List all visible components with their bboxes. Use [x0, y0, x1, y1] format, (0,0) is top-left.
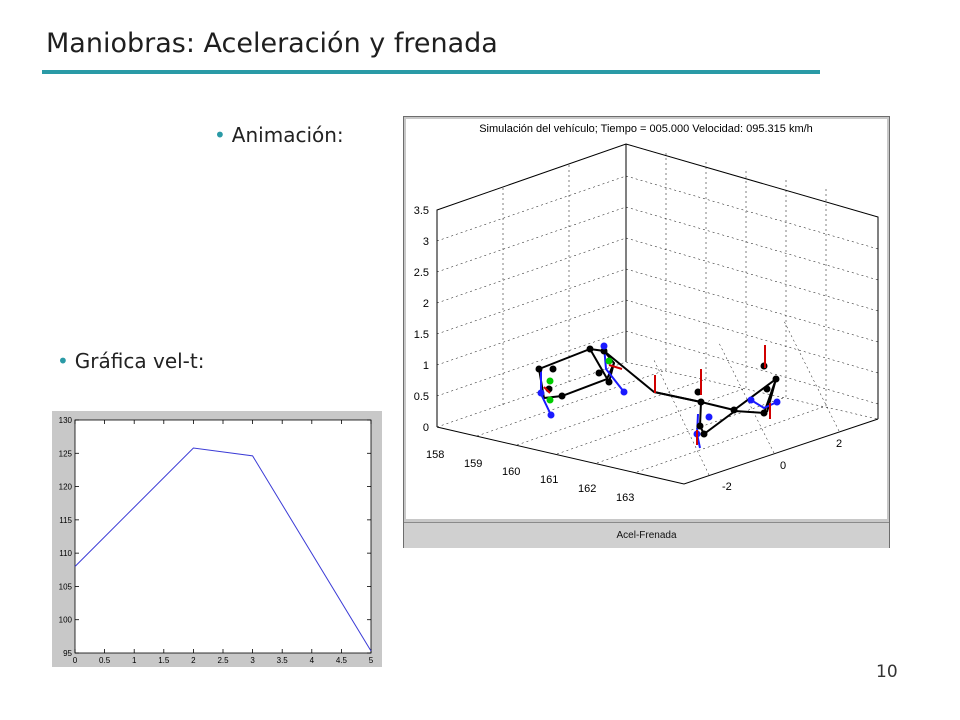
z-tick-label: 3	[423, 236, 429, 248]
x-tick-label: 159	[464, 458, 482, 470]
force-arrows	[543, 345, 771, 445]
z-tick-label: 0	[423, 422, 429, 434]
y-tick-label: 95	[63, 649, 72, 658]
x-tick-label: 3	[250, 656, 255, 665]
x-tick-label: 158	[426, 449, 444, 461]
animation-plot-area	[406, 119, 887, 519]
x-tick-label: 5	[369, 656, 374, 665]
velocity-series-line	[74, 447, 372, 652]
z-tick-label: 3.5	[414, 205, 429, 217]
x-tick-label: 1.5	[158, 656, 170, 665]
animation-window: Simulación del vehículo; Tiempo = 005.00…	[403, 116, 890, 548]
y-tick-label: 110	[59, 549, 72, 558]
x-tick-label: 4	[310, 656, 315, 665]
x-tick-label: 161	[540, 474, 558, 486]
x-tick-label: 1	[132, 656, 137, 665]
x-tick-label: 0.5	[99, 656, 111, 665]
x-tick-label: 3.5	[277, 656, 289, 665]
bullet-animation-label: Animación:	[231, 123, 344, 147]
title-underline	[42, 70, 820, 74]
page-number: 10	[876, 662, 898, 682]
contact-markers	[546, 357, 613, 404]
y-axis-ticks: 95 100 105 110 115 120 125 130	[59, 416, 371, 658]
axes-grid	[436, 143, 879, 476]
x-tick-label: 163	[616, 492, 634, 504]
bullet-animation: • Animación:	[214, 123, 344, 147]
y-tick-labels: -2 0 2	[722, 438, 842, 493]
animation-plot: Simulación del vehículo; Tiempo = 005.00…	[406, 119, 887, 519]
velocity-plot-area	[74, 419, 372, 654]
y-tick-label: 130	[59, 416, 73, 425]
y-tick-label: 100	[59, 616, 73, 625]
x-tick-label: 162	[578, 483, 596, 495]
x-tick-labels: 158 159 160 161 162 163	[426, 449, 634, 504]
x-tick-label: 160	[502, 466, 520, 478]
z-tick-label: 2.5	[414, 267, 429, 279]
z-tick-label: 1.5	[414, 329, 429, 341]
z-tick-label: 1	[423, 360, 429, 372]
x-tick-label: 2	[191, 656, 196, 665]
bullet-dot-icon: •	[214, 123, 226, 147]
bullet-dot-icon: •	[57, 349, 69, 373]
bullet-graph-label: Gráfica vel-t:	[74, 349, 205, 373]
x-axis-ticks: 0 0.5 1 1.5 2 2.5 3 3.5 4 4.5 5	[73, 420, 374, 665]
x-tick-label: 0	[73, 656, 78, 665]
animation-title: Simulación del vehículo; Tiempo = 005.00…	[479, 123, 813, 135]
bullet-graph: • Gráfica vel-t:	[57, 349, 204, 373]
z-tick-label: 2	[423, 298, 429, 310]
y-tick-label: -2	[722, 481, 732, 493]
z-tick-labels: 0 0.5 1 1.5 2 2.5 3 3.5	[414, 205, 429, 434]
velocity-chart-svg: 95 100 105 110 115 120 125 130 0 0.5 1 1.5 2 2.5 3 3.5…	[59, 416, 374, 665]
y-tick-label: 120	[59, 483, 73, 492]
x-tick-label: 4.5	[336, 656, 348, 665]
y-tick-label: 2	[836, 438, 842, 450]
x-tick-label: 2.5	[217, 656, 229, 665]
y-tick-label: 125	[59, 449, 73, 458]
velocity-chart: 95 100 105 110 115 120 125 130 0 0.5 1 1.5 2 2.5 3 3.5…	[52, 411, 382, 667]
z-tick-label: 0.5	[414, 391, 429, 403]
slide-title: Maniobras: Aceleración y frenada	[46, 28, 498, 59]
wheel-hubs	[537, 342, 781, 438]
y-tick-label: 105	[59, 582, 73, 591]
acel-frenada-button[interactable]: Acel-Frenada	[404, 522, 889, 548]
y-tick-label: 115	[59, 516, 72, 525]
y-tick-label: 0	[780, 460, 786, 472]
